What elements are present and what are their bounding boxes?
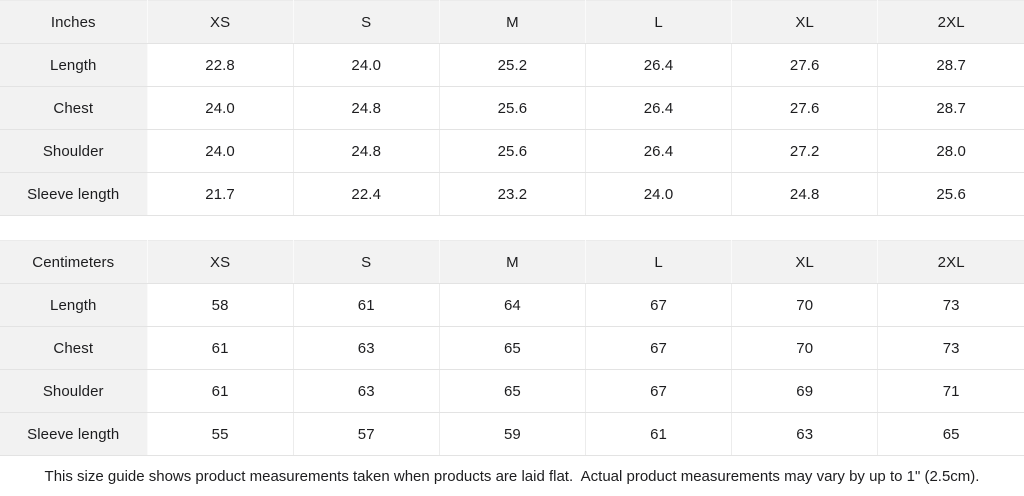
size-column-header: S <box>293 0 440 44</box>
centimeters-size-table: Centimeters XS S M L XL 2XL Length 58 61 64 67 70 73 C… <box>0 240 1024 456</box>
measurement-row: Chest 24.0 24.8 25.6 26.4 27.6 28.7 <box>0 86 1024 130</box>
measurement-value-cell: 63 <box>293 369 440 413</box>
measurement-value-cell: 24.8 <box>293 86 440 130</box>
size-column-header: XL <box>731 0 879 44</box>
size-column-header: 2XL <box>877 0 1024 44</box>
measurement-value-cell: 24.0 <box>585 172 733 216</box>
size-table-header-row: Centimeters XS S M L XL 2XL <box>0 240 1024 284</box>
size-column-header: XS <box>147 240 294 284</box>
measurement-value-cell: 63 <box>293 326 440 370</box>
measurement-value-cell: 24.0 <box>147 86 294 130</box>
size-column-header: 2XL <box>877 240 1024 284</box>
measurement-value-cell: 65 <box>439 326 586 370</box>
inches-size-table: Inches XS S M L XL 2XL Length 22.8 24.0 25.2 26.4 27… <box>0 0 1024 216</box>
measurement-value-cell: 24.0 <box>293 43 440 87</box>
measurement-value-cell: 59 <box>439 412 586 456</box>
measurement-label-cell: Sleeve length <box>0 412 148 456</box>
measurement-row: Length 22.8 24.0 25.2 26.4 27.6 28.7 <box>0 43 1024 87</box>
size-column-header: XS <box>147 0 294 44</box>
size-column-header: L <box>585 0 733 44</box>
measurement-value-cell: 67 <box>585 326 733 370</box>
measurement-value-cell: 22.4 <box>293 172 440 216</box>
measurement-value-cell: 67 <box>585 369 733 413</box>
measurement-label-cell: Length <box>0 283 148 327</box>
measurement-label-cell: Shoulder <box>0 129 148 173</box>
size-column-header: M <box>439 0 586 44</box>
measurement-label-cell: Length <box>0 43 148 87</box>
measurement-value-cell: 24.0 <box>147 129 294 173</box>
measurement-value-cell: 22.8 <box>147 43 294 87</box>
measurement-value-cell: 67 <box>585 283 733 327</box>
size-column-header: XL <box>731 240 879 284</box>
measurement-label-cell: Shoulder <box>0 369 148 413</box>
measurement-value-cell: 28.7 <box>877 43 1024 87</box>
measurement-value-cell: 73 <box>877 326 1024 370</box>
measurement-value-cell: 70 <box>731 326 879 370</box>
measurement-row: Chest 61 63 65 67 70 73 <box>0 326 1024 370</box>
measurement-value-cell: 55 <box>147 412 294 456</box>
measurement-value-cell: 71 <box>877 369 1024 413</box>
measurement-label-cell: Sleeve length <box>0 172 148 216</box>
measurement-row: Shoulder 24.0 24.8 25.6 26.4 27.2 28.0 <box>0 129 1024 173</box>
measurement-value-cell: 61 <box>147 326 294 370</box>
measurement-value-cell: 65 <box>877 412 1024 456</box>
size-column-header: S <box>293 240 440 284</box>
measurement-value-cell: 25.6 <box>439 129 586 173</box>
measurement-value-cell: 70 <box>731 283 879 327</box>
measurement-value-cell: 25.6 <box>439 86 586 130</box>
measurement-value-cell: 23.2 <box>439 172 586 216</box>
measurement-value-cell: 73 <box>877 283 1024 327</box>
measurement-label-cell: Chest <box>0 326 148 370</box>
measurement-row: Length 58 61 64 67 70 73 <box>0 283 1024 327</box>
measurement-value-cell: 65 <box>439 369 586 413</box>
measurement-value-cell: 26.4 <box>585 43 733 87</box>
measurement-value-cell: 27.6 <box>731 43 879 87</box>
measurement-value-cell: 26.4 <box>585 86 733 130</box>
measurement-value-cell: 25.6 <box>877 172 1024 216</box>
measurement-value-cell: 26.4 <box>585 129 733 173</box>
measurement-value-cell: 61 <box>293 283 440 327</box>
measurement-value-cell: 57 <box>293 412 440 456</box>
measurement-value-cell: 63 <box>731 412 879 456</box>
table-spacer <box>0 216 1024 240</box>
measurement-row: Sleeve length 55 57 59 61 63 65 <box>0 412 1024 456</box>
measurement-value-cell: 61 <box>147 369 294 413</box>
measurement-label-cell: Chest <box>0 86 148 130</box>
unit-header-cell: Inches <box>0 0 148 44</box>
size-column-header: M <box>439 240 586 284</box>
size-guide-note: This size guide shows product measuremen… <box>0 456 1024 496</box>
size-column-header: L <box>585 240 733 284</box>
measurement-row: Sleeve length 21.7 22.4 23.2 24.0 24.8 25.6 <box>0 172 1024 216</box>
measurement-value-cell: 28.7 <box>877 86 1024 130</box>
measurement-row: Shoulder 61 63 65 67 69 71 <box>0 369 1024 413</box>
measurement-value-cell: 24.8 <box>731 172 879 216</box>
measurement-value-cell: 27.6 <box>731 86 879 130</box>
measurement-value-cell: 24.8 <box>293 129 440 173</box>
measurement-value-cell: 61 <box>585 412 733 456</box>
measurement-value-cell: 69 <box>731 369 879 413</box>
unit-header-cell: Centimeters <box>0 240 148 284</box>
measurement-value-cell: 25.2 <box>439 43 586 87</box>
measurement-value-cell: 28.0 <box>877 129 1024 173</box>
measurement-value-cell: 58 <box>147 283 294 327</box>
measurement-value-cell: 64 <box>439 283 586 327</box>
measurement-value-cell: 21.7 <box>147 172 294 216</box>
measurement-value-cell: 27.2 <box>731 129 879 173</box>
size-table-header-row: Inches XS S M L XL 2XL <box>0 0 1024 44</box>
